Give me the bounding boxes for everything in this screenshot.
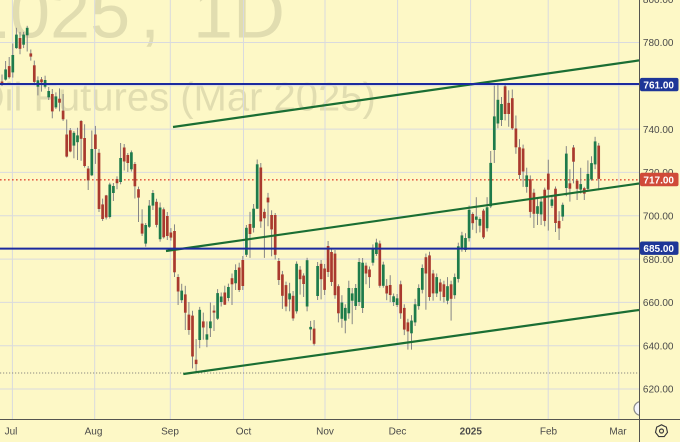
svg-text:Jul: Jul [5, 427, 18, 438]
svg-text:Oct: Oct [236, 427, 252, 438]
svg-text:Aug: Aug [85, 427, 103, 438]
svg-text:680.00: 680.00 [643, 255, 674, 266]
svg-text:Nov: Nov [316, 427, 334, 438]
svg-text:Sep: Sep [161, 427, 179, 438]
svg-text:025: 025 [10, 0, 130, 54]
svg-text:,: , [140, 0, 160, 54]
svg-text:640.00: 640.00 [643, 341, 674, 352]
svg-text:700.00: 700.00 [643, 211, 674, 222]
svg-text:1D: 1D [193, 0, 285, 54]
svg-text:2025: 2025 [460, 427, 483, 438]
svg-text:780.00: 780.00 [643, 38, 674, 49]
svg-text:620.00: 620.00 [643, 385, 674, 396]
svg-text:Dec: Dec [389, 427, 407, 438]
svg-text:660.00: 660.00 [643, 298, 674, 309]
svg-text:Mar: Mar [609, 427, 627, 438]
svg-text:685.00: 685.00 [643, 244, 674, 255]
svg-text:761.00: 761.00 [643, 80, 674, 91]
svg-text:717.00: 717.00 [643, 175, 674, 186]
svg-text:Feb: Feb [540, 427, 558, 438]
svg-text:740.00: 740.00 [643, 125, 674, 136]
svg-text:800.00: 800.00 [643, 0, 674, 6]
